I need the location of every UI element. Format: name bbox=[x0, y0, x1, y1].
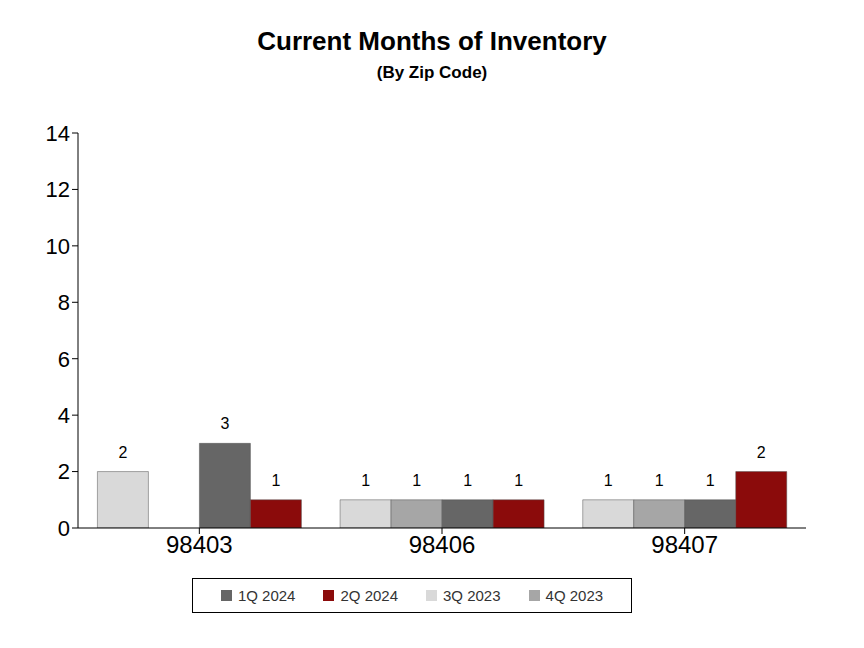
svg-text:98403: 98403 bbox=[166, 531, 233, 558]
svg-text:1: 1 bbox=[463, 472, 472, 489]
svg-text:10: 10 bbox=[46, 234, 70, 259]
svg-text:98407: 98407 bbox=[651, 531, 718, 558]
svg-text:0: 0 bbox=[58, 516, 70, 541]
svg-text:2: 2 bbox=[757, 444, 766, 461]
svg-text:6: 6 bbox=[58, 347, 70, 372]
svg-text:12: 12 bbox=[46, 177, 70, 202]
svg-text:1: 1 bbox=[604, 472, 613, 489]
svg-text:1: 1 bbox=[361, 472, 370, 489]
svg-text:98406: 98406 bbox=[409, 531, 476, 558]
svg-text:3: 3 bbox=[220, 415, 229, 432]
html-text:Current Months of Inventory: Current Months of Inventory bbox=[257, 26, 607, 56]
svg-text:14: 14 bbox=[46, 121, 70, 146]
html-text:1Q 2024: 1Q 2024 bbox=[237, 587, 296, 604]
svg-text:4: 4 bbox=[58, 403, 70, 428]
html-text:4Q 2023: 4Q 2023 bbox=[545, 587, 604, 604]
svg-text:1: 1 bbox=[412, 472, 421, 489]
svg-text:1: 1 bbox=[706, 472, 715, 489]
svg-text:1: 1 bbox=[271, 472, 280, 489]
html-text:3Q 2023: 3Q 2023 bbox=[443, 587, 501, 604]
svg-text:2: 2 bbox=[58, 459, 70, 484]
svg-text:1: 1 bbox=[514, 472, 523, 489]
svg-text:1: 1 bbox=[655, 472, 664, 489]
html-text:2Q 2024: 2Q 2024 bbox=[340, 587, 398, 604]
html-text:(By Zip Code): (By Zip Code) bbox=[376, 63, 488, 82]
svg-text:2: 2 bbox=[118, 444, 127, 461]
svg-text:8: 8 bbox=[58, 290, 70, 315]
